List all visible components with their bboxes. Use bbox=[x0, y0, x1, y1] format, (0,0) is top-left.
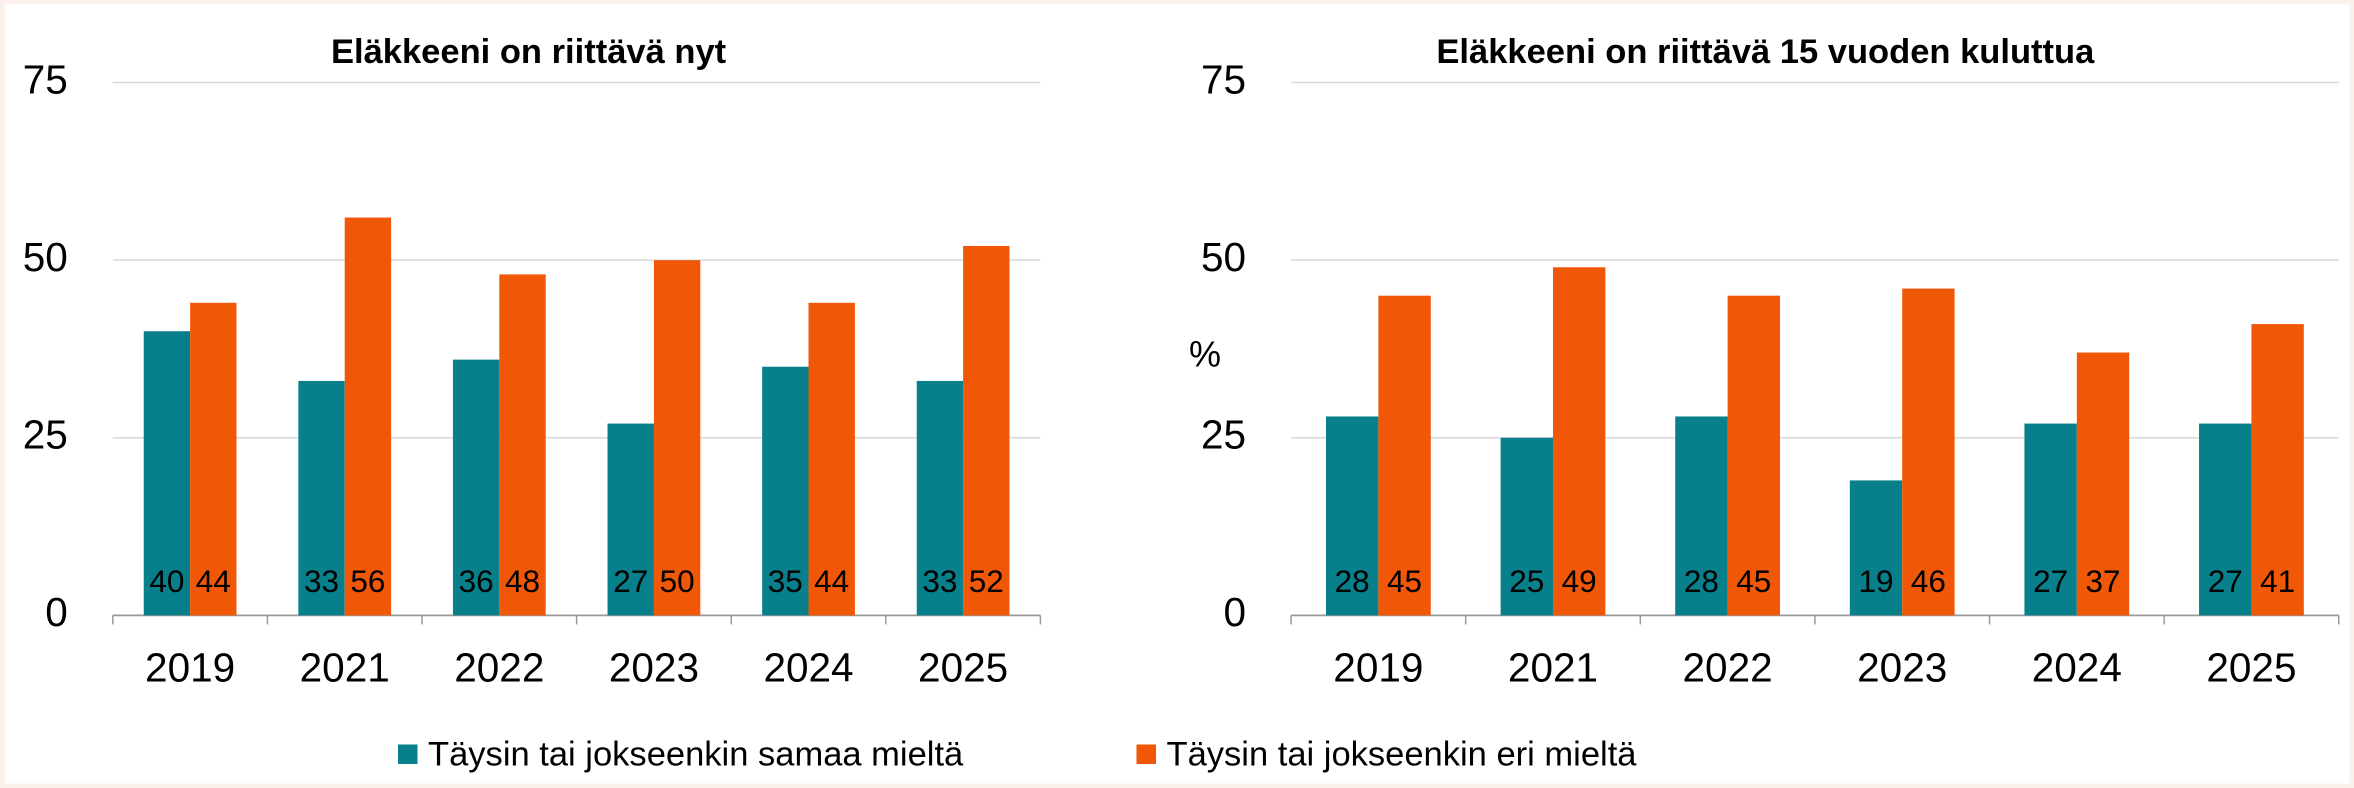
bar bbox=[1849, 480, 1903, 616]
x-tick-label: 2023 bbox=[609, 645, 699, 691]
x-tick-label: 2019 bbox=[1333, 645, 1423, 691]
bar bbox=[2199, 423, 2252, 616]
bar bbox=[298, 380, 345, 616]
data-label: 41 bbox=[2260, 563, 2295, 599]
bar bbox=[2024, 423, 2077, 616]
data-label: 19 bbox=[1858, 563, 1893, 599]
data-label: 25 bbox=[1509, 563, 1544, 599]
data-label: 37 bbox=[2085, 563, 2120, 599]
x-tick-label: 2024 bbox=[2032, 645, 2122, 691]
bar bbox=[762, 366, 809, 616]
bar bbox=[1902, 288, 1955, 616]
data-label: 45 bbox=[1736, 563, 1771, 599]
bar bbox=[499, 274, 546, 616]
bar bbox=[1727, 295, 1780, 616]
legend-swatch bbox=[1136, 744, 1156, 764]
data-label: 36 bbox=[459, 563, 494, 599]
chart-title: Eläkkeeni on riittävä nyt bbox=[331, 33, 727, 71]
y-tick-label: 0 bbox=[45, 589, 68, 635]
bar bbox=[1325, 416, 1379, 616]
chart-title: Eläkkeeni on riittävä 15 vuoden kuluttua bbox=[1436, 33, 2095, 71]
data-label: 48 bbox=[505, 563, 540, 599]
bar bbox=[808, 302, 855, 616]
x-tick-label: 2025 bbox=[918, 645, 1008, 691]
data-label: 52 bbox=[969, 563, 1004, 599]
data-label: 45 bbox=[1387, 563, 1422, 599]
data-label: 50 bbox=[660, 563, 695, 599]
data-label: 44 bbox=[814, 563, 849, 599]
x-tick-label: 2024 bbox=[763, 645, 853, 691]
bar bbox=[653, 260, 701, 616]
data-label: 27 bbox=[2208, 563, 2243, 599]
x-tick-label: 2021 bbox=[1508, 645, 1598, 691]
bar bbox=[143, 331, 191, 616]
bar bbox=[1675, 416, 1728, 616]
x-tick-label: 2025 bbox=[2206, 645, 2296, 691]
bar bbox=[916, 380, 964, 616]
bar bbox=[1378, 295, 1431, 616]
data-label: 40 bbox=[149, 563, 184, 599]
y-tick-label: 75 bbox=[23, 56, 68, 102]
x-tick-label: 2022 bbox=[1683, 645, 1773, 691]
x-tick-label: 2019 bbox=[145, 645, 235, 691]
legend-label: Täysin tai jokseenkin samaa mieltä bbox=[428, 736, 964, 774]
y-tick-label: 75 bbox=[1201, 56, 1246, 102]
data-label: 33 bbox=[304, 563, 339, 599]
bar bbox=[190, 302, 237, 616]
y-tick-label: 50 bbox=[23, 234, 68, 280]
x-tick-label: 2023 bbox=[1857, 645, 1947, 691]
bar bbox=[1500, 437, 1553, 616]
data-label: 27 bbox=[613, 563, 648, 599]
bar bbox=[452, 359, 500, 616]
data-label: 56 bbox=[350, 563, 385, 599]
x-tick-label: 2022 bbox=[454, 645, 544, 691]
bar bbox=[2251, 324, 2304, 616]
data-label: 35 bbox=[768, 563, 803, 599]
data-label: 46 bbox=[1911, 563, 1946, 599]
y-tick-label: 0 bbox=[1223, 589, 1246, 635]
data-label: 28 bbox=[1335, 563, 1370, 599]
bar bbox=[963, 245, 1010, 616]
y-axis-label: % bbox=[1189, 334, 1221, 375]
data-label: 49 bbox=[1562, 563, 1597, 599]
data-label: 28 bbox=[1684, 563, 1719, 599]
y-tick-label: 25 bbox=[23, 411, 68, 457]
data-label: 27 bbox=[2033, 563, 2068, 599]
data-label: 33 bbox=[922, 563, 957, 599]
x-tick-label: 2021 bbox=[300, 645, 390, 691]
data-label: 44 bbox=[196, 563, 231, 599]
y-tick-label: 50 bbox=[1201, 234, 1246, 280]
y-tick-label: 25 bbox=[1201, 411, 1246, 457]
legend-swatch bbox=[398, 744, 418, 764]
bar bbox=[1552, 267, 1606, 616]
legend-label: Täysin tai jokseenkin eri mieltä bbox=[1166, 736, 1637, 774]
bar bbox=[607, 423, 654, 616]
bar bbox=[344, 217, 392, 616]
bar bbox=[2076, 352, 2130, 616]
